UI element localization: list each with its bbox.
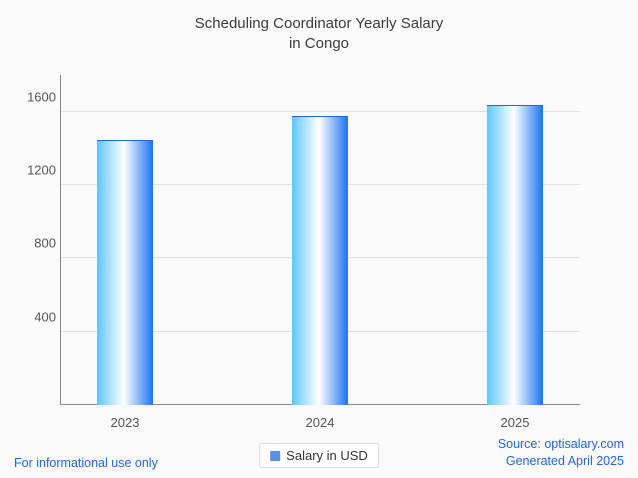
y-axis-line	[60, 75, 61, 405]
xtick-2024: 2024	[265, 415, 375, 430]
salary-chart: Scheduling Coordinator Yearly Salary in …	[0, 0, 638, 478]
legend-swatch-salary	[270, 451, 280, 461]
xtick-2023: 2023	[70, 415, 180, 430]
bar-2024[interactable]	[292, 116, 348, 405]
xtick-2025: 2025	[460, 415, 570, 430]
legend-label: Salary in USD	[286, 448, 368, 463]
ytick-400: 400	[12, 309, 56, 324]
chart-title: Scheduling Coordinator Yearly Salary in …	[0, 0, 638, 55]
bar-2023[interactable]	[97, 140, 153, 405]
legend[interactable]: Salary in USD	[259, 443, 379, 468]
footer-text: For informational use only	[14, 456, 158, 470]
ytick-1200: 1200	[12, 162, 56, 177]
ytick-1600: 1600	[12, 89, 56, 104]
bar-2025[interactable]	[487, 105, 543, 405]
source-text: Source: optisalary.com Generated April 2…	[498, 436, 624, 470]
ytick-800: 800	[12, 236, 56, 251]
plot-area: 1600 1200 800 400 1,488$ 2023 1,622$ 202…	[60, 75, 580, 405]
